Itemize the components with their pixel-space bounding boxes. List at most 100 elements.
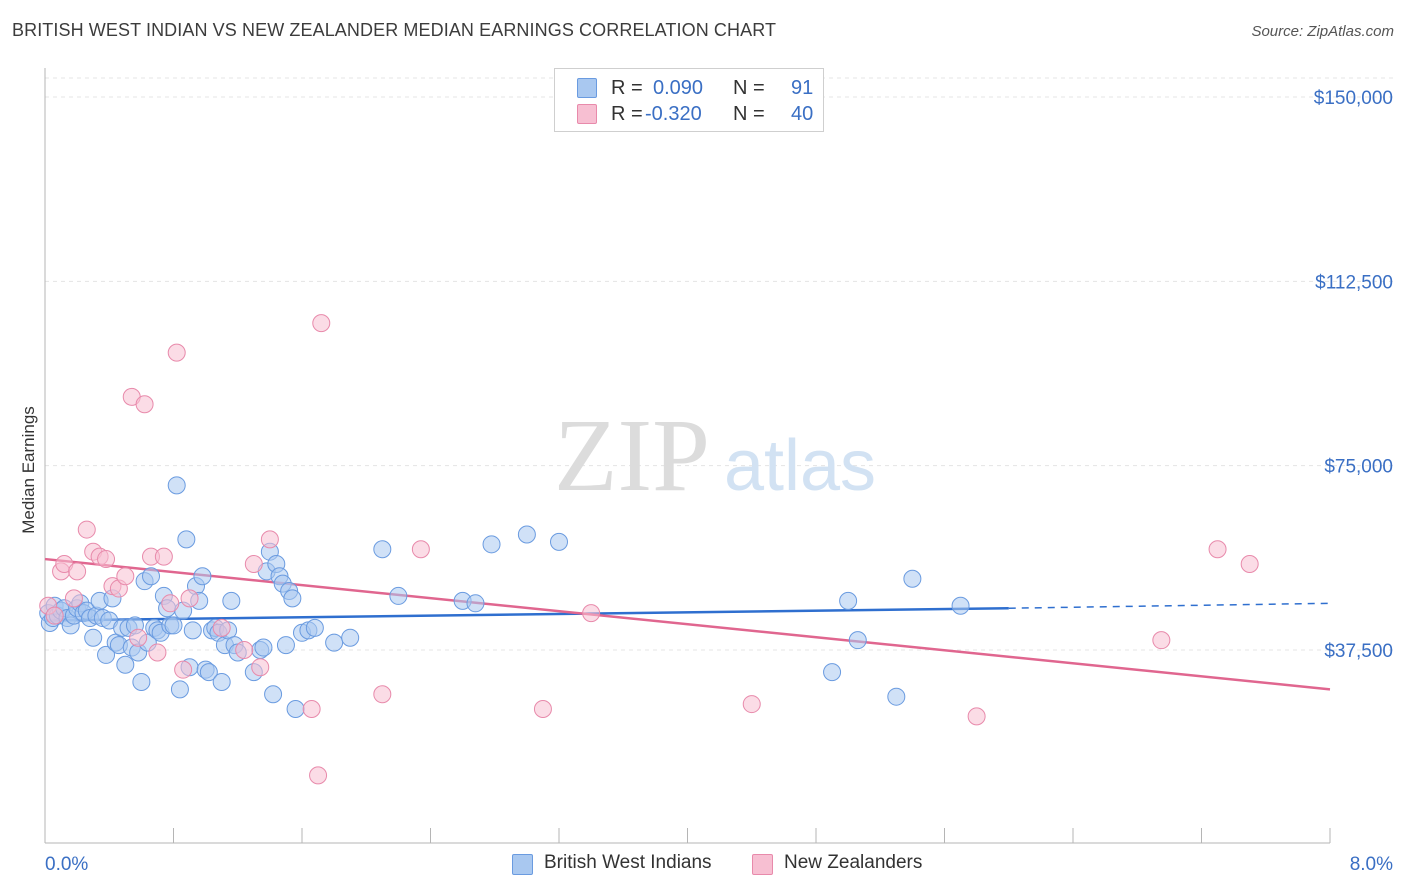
point-british-west-indians xyxy=(276,636,295,655)
point-new-zealanders xyxy=(45,606,64,625)
legend-swatch-british-west-indians xyxy=(512,854,533,875)
point-british-west-indians xyxy=(132,672,151,691)
chart-title: BRITISH WEST INDIAN VS NEW ZEALANDER MED… xyxy=(12,20,777,40)
n-value: 91 xyxy=(791,77,814,99)
point-new-zealanders xyxy=(235,641,254,659)
n-value: 40 xyxy=(791,103,814,125)
point-british-west-indians xyxy=(389,586,408,605)
point-new-zealanders xyxy=(97,550,116,569)
y-tick-label: $112,500 xyxy=(1315,272,1393,293)
point-british-west-indians xyxy=(167,476,186,495)
point-british-west-indians xyxy=(482,535,501,554)
point-new-zealanders xyxy=(312,314,331,333)
legend-label-british-west-indians: British West Indians xyxy=(544,852,712,873)
y-axis-label: Median Earnings xyxy=(19,406,38,534)
point-british-west-indians xyxy=(116,655,135,674)
point-new-zealanders xyxy=(68,562,87,581)
point-british-west-indians xyxy=(84,628,103,647)
point-new-zealanders xyxy=(167,343,186,362)
n-label: N = xyxy=(733,103,765,125)
point-new-zealanders xyxy=(154,547,173,566)
point-new-zealanders xyxy=(742,695,761,714)
point-british-west-indians xyxy=(286,699,305,718)
point-new-zealanders xyxy=(411,540,430,559)
watermark: ZIP atlas xyxy=(554,398,876,513)
legend-swatch-new-zealanders xyxy=(752,854,773,875)
point-british-west-indians xyxy=(264,685,283,704)
point-british-west-indians xyxy=(517,525,536,544)
point-british-west-indians xyxy=(222,591,241,610)
point-british-west-indians xyxy=(212,672,231,691)
x-tick-label: 0.0% xyxy=(45,854,88,875)
y-tick-label: $150,000 xyxy=(1314,88,1393,109)
point-british-west-indians xyxy=(823,663,842,682)
point-new-zealanders xyxy=(309,766,328,785)
tick-labels: $37,500 $75,000 $112,500 $150,000 0.0% 8.0% xyxy=(45,88,1393,875)
point-british-west-indians xyxy=(466,594,485,613)
point-british-west-indians xyxy=(903,569,922,588)
trend-lines xyxy=(44,557,1331,691)
point-british-west-indians xyxy=(951,596,970,615)
point-new-zealanders xyxy=(251,658,270,677)
series-swatch xyxy=(577,104,597,124)
point-new-zealanders xyxy=(373,685,392,704)
point-new-zealanders xyxy=(116,567,135,586)
trend-line-british-west-indians xyxy=(44,606,1009,622)
point-new-zealanders xyxy=(148,643,167,662)
point-british-west-indians xyxy=(164,616,183,635)
y-tick-label: $37,500 xyxy=(1324,641,1393,662)
r-value: -0.320 xyxy=(645,103,702,125)
point-new-zealanders xyxy=(244,554,263,573)
trend-line-british-west-indians-extension xyxy=(1008,602,1331,609)
point-british-west-indians xyxy=(887,687,906,706)
watermark-zip: ZIP xyxy=(554,398,710,513)
legend-label-new-zealanders: New Zealanders xyxy=(784,852,923,873)
point-new-zealanders xyxy=(212,618,231,637)
point-new-zealanders xyxy=(174,660,193,679)
series-swatch xyxy=(577,78,597,98)
y-tick-label: $75,000 xyxy=(1324,457,1393,478)
point-british-west-indians xyxy=(283,589,302,608)
r-label: R = xyxy=(611,77,643,99)
point-british-west-indians xyxy=(341,628,360,647)
point-british-west-indians xyxy=(373,540,392,559)
point-new-zealanders xyxy=(129,628,148,647)
point-new-zealanders xyxy=(64,589,83,608)
r-value: 0.090 xyxy=(653,77,704,99)
point-british-west-indians xyxy=(170,680,189,699)
point-new-zealanders xyxy=(533,699,552,718)
n-label: N = xyxy=(733,77,765,99)
point-british-west-indians xyxy=(325,633,344,652)
point-british-west-indians xyxy=(97,645,116,664)
point-british-west-indians xyxy=(848,631,867,650)
point-british-west-indians xyxy=(839,591,858,610)
trend-line-new-zealanders xyxy=(44,557,1331,691)
point-new-zealanders xyxy=(967,707,986,726)
point-british-west-indians xyxy=(550,532,568,551)
point-new-zealanders xyxy=(1208,540,1227,559)
point-british-west-indians xyxy=(183,621,202,640)
source-label: Source: ZipAtlas.com xyxy=(1251,23,1394,40)
point-new-zealanders xyxy=(161,594,180,613)
point-new-zealanders xyxy=(1240,554,1259,573)
point-new-zealanders xyxy=(77,520,96,539)
point-new-zealanders xyxy=(302,699,321,718)
point-new-zealanders xyxy=(1152,631,1171,650)
point-british-west-indians xyxy=(193,567,212,586)
point-british-west-indians xyxy=(177,530,196,549)
axes xyxy=(44,68,1331,844)
r-label: R = xyxy=(611,103,643,125)
point-new-zealanders xyxy=(582,604,601,623)
point-british-west-indians xyxy=(199,663,218,682)
point-new-zealanders xyxy=(260,530,279,549)
stats-box: R = 0.090 N = 91 R = -0.320 N = 40 xyxy=(554,68,824,132)
point-british-west-indians xyxy=(254,638,273,657)
watermark-atlas: atlas xyxy=(724,426,876,506)
point-british-west-indians xyxy=(142,567,161,586)
point-british-west-indians xyxy=(305,618,324,637)
x-tick-label: 8.0% xyxy=(1350,854,1393,875)
data-points xyxy=(39,314,1259,785)
point-new-zealanders xyxy=(180,589,199,608)
point-new-zealanders xyxy=(135,395,154,414)
